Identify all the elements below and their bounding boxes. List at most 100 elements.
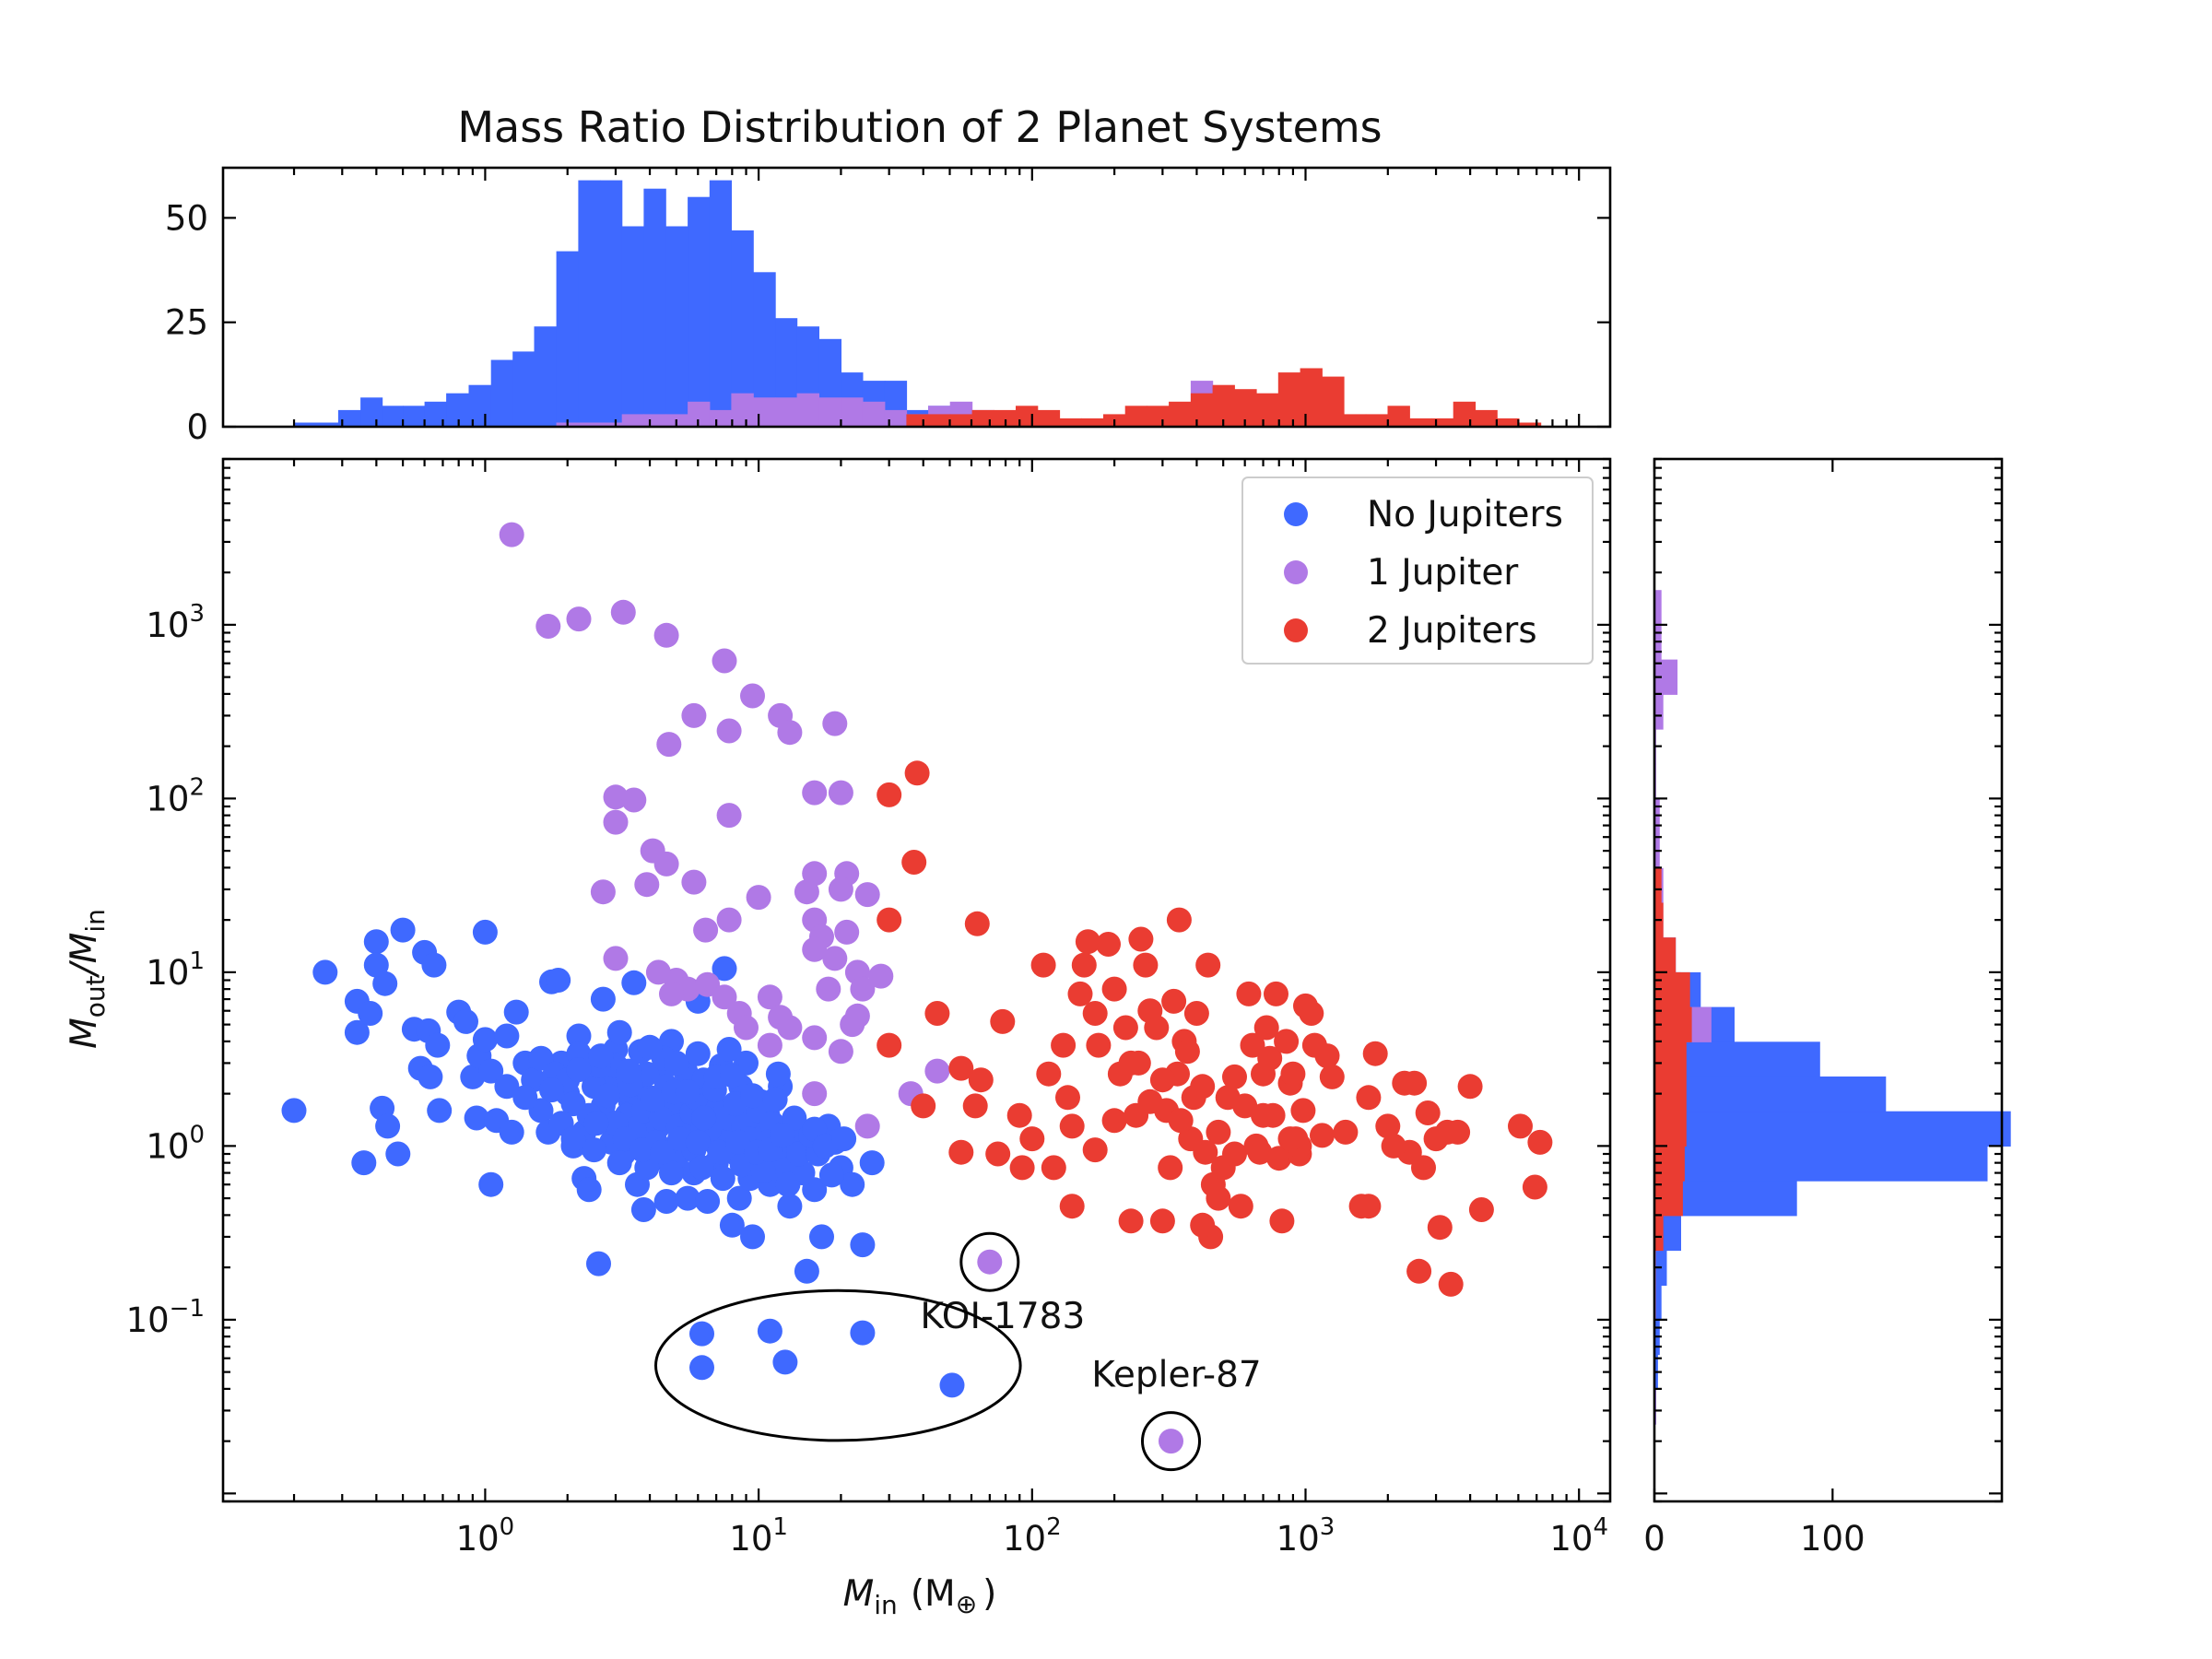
point-2-jupiters — [1067, 981, 1093, 1006]
legend-marker-no-jupiters — [1284, 502, 1308, 526]
point-2-jupiters — [1082, 1001, 1108, 1026]
point-2-jupiters — [1036, 1061, 1062, 1087]
point-1-jupiter — [1159, 1429, 1183, 1454]
point-no-jupiters — [786, 1141, 811, 1167]
legend: No Jupiters 1 Jupiter 2 Jupiters — [1241, 477, 1594, 665]
top-hist-y-tick-label: 50 — [165, 198, 208, 238]
x-tick-label-exp: 0 — [500, 1513, 515, 1541]
point-1-jupiter — [712, 648, 737, 674]
top-hist-bar-2-jupiters — [1322, 376, 1345, 427]
point-no-jupiters — [664, 1050, 689, 1076]
annotation-label-koi-1783: KOI-1783 — [920, 1296, 1085, 1337]
right-histogram-ticks: 0 100 — [1643, 457, 2002, 1559]
top-hist-bar-no-jupiters — [621, 226, 645, 427]
point-no-jupiters — [372, 971, 398, 996]
top-hist-bar-2-jupiters — [1277, 372, 1301, 427]
point-no-jupiters — [344, 1019, 370, 1045]
point-no-jupiters — [689, 1155, 714, 1181]
point-1-jupiter — [802, 1025, 828, 1051]
point-2-jupiters — [1055, 1085, 1080, 1111]
point-2-jupiters — [1009, 1155, 1035, 1181]
point-1-jupiter — [746, 885, 771, 911]
point-no-jupiters — [740, 1083, 765, 1109]
point-no-jupiters — [689, 1355, 714, 1381]
top-hist-bar-2-jupiters — [1453, 401, 1477, 427]
point-1-jupiter — [802, 780, 828, 806]
point-2-jupiters — [1314, 1043, 1340, 1069]
top-hist-bar-2-jupiters — [1497, 418, 1520, 427]
point-no-jupiters — [312, 959, 338, 985]
point-no-jupiters — [363, 929, 389, 955]
right-hist-bar-1-jupiter — [1654, 694, 1664, 730]
y-tick-label-base: 10 — [146, 606, 189, 645]
point-2-jupiters — [1438, 1271, 1464, 1297]
right-hist-bar-no-jupiters — [1654, 1111, 2011, 1147]
point-1-jupiter — [924, 1058, 950, 1084]
point-no-jupiters — [582, 1137, 606, 1163]
y-tick-label: 102 — [146, 773, 205, 818]
top-hist-bar-2-jupiters — [1124, 406, 1147, 427]
point-2-jupiters — [1266, 1146, 1292, 1171]
point-no-jupiters — [650, 1139, 676, 1165]
point-2-jupiters — [1274, 1029, 1300, 1054]
top-hist-bar-1-jupiter — [731, 393, 754, 427]
point-1-jupiter — [693, 917, 719, 943]
y-axis-label-slash: /M — [64, 933, 105, 979]
point-1-jupiter — [734, 1015, 759, 1041]
point-2-jupiters — [1161, 988, 1187, 1014]
point-2-jupiters — [1508, 1113, 1533, 1139]
point-no-jupiters — [503, 999, 529, 1025]
x-axis-label-unit-sub: ⊕ — [956, 1589, 977, 1619]
point-2-jupiters — [1096, 932, 1121, 957]
point-no-jupiters — [421, 952, 447, 978]
top-hist-bar-no-jupiters — [294, 422, 317, 427]
top-histogram-bars — [294, 180, 1542, 427]
point-2-jupiters — [1299, 1001, 1324, 1026]
point-no-jupiters — [566, 1057, 592, 1083]
point-2-jupiters — [1253, 1015, 1279, 1041]
annotation-ring-koi-1783 — [959, 1231, 1020, 1292]
top-histogram-ticks: 0 25 50 — [165, 168, 1610, 447]
top-hist-bar-1-jupiter — [600, 422, 623, 427]
point-1-jupiter — [844, 1003, 870, 1029]
point-2-jupiters — [1381, 1133, 1406, 1159]
point-2-jupiters — [1112, 1015, 1138, 1041]
point-no-jupiters — [777, 1194, 803, 1219]
point-1-jupiter — [712, 984, 737, 1010]
point-2-jupiters — [948, 1055, 974, 1081]
point-1-jupiter — [603, 784, 629, 810]
point-2-jupiters — [1041, 1155, 1066, 1181]
top-hist-bar-no-jupiters — [578, 180, 601, 427]
right-hist-bar-no-jupiters — [1654, 1146, 1988, 1182]
point-1-jupiter — [681, 869, 707, 895]
point-2-jupiters — [1264, 981, 1288, 1006]
right-hist-x-tick-label: 100 — [1800, 1519, 1865, 1559]
point-2-jupiters — [1166, 907, 1192, 933]
legend-box — [1241, 477, 1594, 665]
point-no-jupiters — [358, 1001, 383, 1026]
point-2-jupiters — [1375, 1113, 1401, 1139]
point-no-jupiters — [560, 1126, 586, 1152]
annotation-label-kepler-87: Kepler-87 — [1091, 1355, 1261, 1396]
point-2-jupiters — [1118, 1050, 1144, 1076]
point-1-jupiter — [610, 599, 636, 625]
point-no-jupiters — [281, 1098, 307, 1124]
top-hist-bar-2-jupiters — [1037, 409, 1061, 427]
point-1-jupiter — [535, 614, 561, 639]
top-hist-bar-2-jupiters — [1169, 401, 1192, 427]
point-no-jupiters — [939, 1372, 965, 1398]
x-tick-label-exp: 1 — [772, 1513, 788, 1541]
right-histogram-bars — [1654, 590, 2011, 1425]
point-2-jupiters — [1118, 1208, 1144, 1234]
top-hist-bar-1-jupiter — [862, 401, 886, 427]
point-2-jupiters — [877, 1032, 902, 1058]
point-no-jupiters — [772, 1349, 798, 1375]
point-no-jupiters — [762, 1087, 788, 1112]
top-hist-bar-2-jupiters — [1059, 418, 1082, 427]
right-hist-bar-no-jupiters — [1654, 1285, 1662, 1321]
y-axis-label-main: M — [64, 1018, 105, 1049]
point-no-jupiters — [740, 1224, 765, 1250]
legend-label-1-jupiter: 1 Jupiter — [1367, 552, 1519, 594]
legend-marker-2-jupiters — [1284, 618, 1308, 642]
point-1-jupiter — [868, 963, 894, 989]
